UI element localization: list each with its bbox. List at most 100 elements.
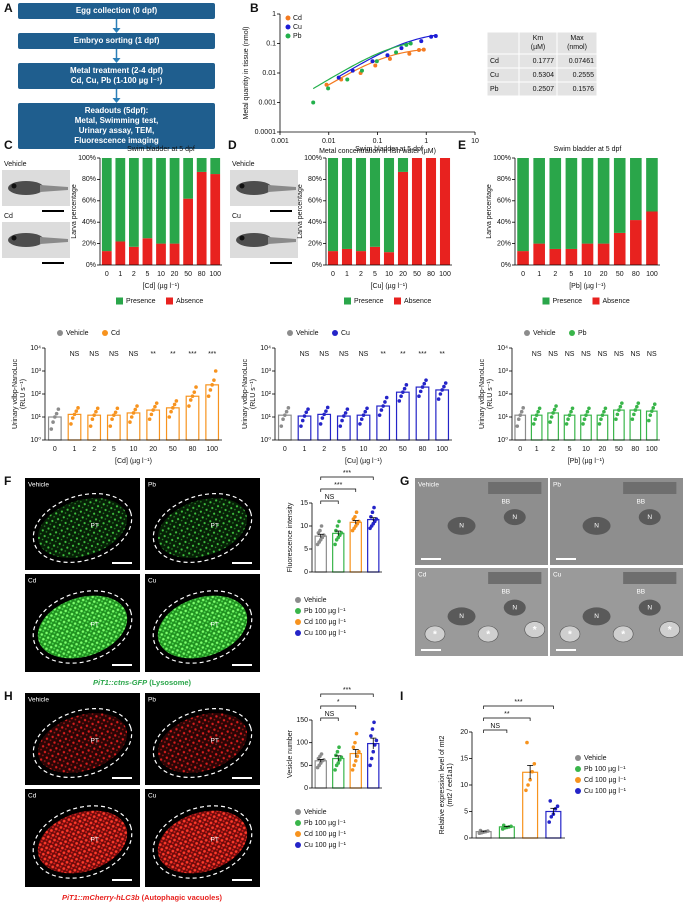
bar-segment <box>101 251 112 265</box>
data-point <box>652 402 657 407</box>
data-point <box>397 399 402 403</box>
data-point <box>524 788 528 793</box>
x-tick-label: 10 <box>360 446 368 453</box>
significance-label: NS <box>647 351 657 358</box>
bar-segment <box>383 252 395 265</box>
significance-bracket <box>483 729 508 733</box>
x-axis-label: [Cd] (µg l⁻¹) <box>115 458 152 465</box>
bar-segment <box>597 243 610 265</box>
legend-marker <box>542 297 550 305</box>
y-axis-label: Larva percentage <box>297 184 304 239</box>
data-point <box>570 406 575 411</box>
brush-border <box>623 482 677 494</box>
flow-step-text: Cd, Cu, Pb (1-100 µg l⁻¹) <box>71 76 163 85</box>
significance-label: NS <box>532 351 542 358</box>
bar-segment <box>169 158 180 244</box>
legend-label: Presence <box>553 298 583 305</box>
y-tick-label: 60% <box>308 198 322 205</box>
significance-label: NS <box>89 351 99 358</box>
y-axis-label: Urinary vdbp-NanoLuc <box>12 358 19 429</box>
y-tick-label: 5 <box>304 546 308 553</box>
data-point <box>530 769 535 774</box>
legend-label: Cd 100 µg l⁻¹ <box>304 831 347 838</box>
data-point <box>418 389 423 394</box>
data-point <box>299 424 303 428</box>
x-tick-label: 100 <box>646 271 658 278</box>
y-tick-label: 10⁴ <box>30 345 41 352</box>
y-tick-label: 0 <box>464 835 468 842</box>
vacuole-label: * <box>533 625 537 636</box>
significance-label: *** <box>418 351 426 358</box>
data-point <box>369 734 373 738</box>
bar-segment <box>196 171 207 265</box>
x-tick-label: 2 <box>551 446 555 453</box>
image-label: Cu <box>148 578 157 585</box>
data-point <box>404 383 409 387</box>
data-point <box>365 406 369 411</box>
x-tick-label: 50 <box>399 446 407 453</box>
bar-segment <box>411 158 423 265</box>
significance-label: NS <box>614 351 624 358</box>
data-point <box>90 417 95 422</box>
tubule-signal <box>37 810 128 874</box>
data-point <box>311 100 316 105</box>
data-point <box>350 768 355 772</box>
x-tick-label: 0 <box>53 446 57 453</box>
legend-marker <box>569 330 575 336</box>
significance-label: NS <box>490 723 500 730</box>
x-axis-label: [Cd] (µg l⁻¹) <box>143 283 180 290</box>
tubule-outline <box>152 590 253 664</box>
bar-segment <box>355 158 367 252</box>
data-point <box>74 409 79 413</box>
legend-marker <box>575 777 581 783</box>
data-point <box>374 738 379 743</box>
y-tick-label: 40% <box>308 219 322 226</box>
data-point <box>372 505 376 510</box>
x-tick-label: 10 <box>157 271 165 278</box>
legend-marker <box>592 297 600 305</box>
bar-segment <box>355 251 367 265</box>
y-tick-label: 80% <box>82 176 96 183</box>
panel-label: F <box>4 474 11 488</box>
data-point <box>324 409 328 413</box>
x-tick-label: 80 <box>631 446 639 453</box>
x-tick-label: 10 <box>130 446 138 453</box>
legend-label: Cu <box>293 24 302 31</box>
x-tick-label: 5 <box>145 271 149 278</box>
region-label: PT <box>91 738 99 745</box>
bar-segment <box>613 232 626 265</box>
flow-box <box>18 33 215 49</box>
data-point <box>516 417 521 422</box>
y-axis-label: Urinary vdbp-NanoLuc <box>479 358 486 429</box>
fish-body <box>236 181 272 195</box>
vacuole <box>559 625 581 643</box>
data-point <box>401 390 405 394</box>
y-tick-label: 0.001 <box>258 99 276 106</box>
legend-marker <box>295 831 301 837</box>
data-point <box>354 731 359 736</box>
tubule-outline <box>152 805 253 879</box>
y-axis-label: Fluorescence intensity <box>287 502 294 572</box>
y-tick-label: 50 <box>300 762 308 769</box>
legend-marker <box>166 297 173 305</box>
significance-label: ** <box>439 351 445 358</box>
data-point <box>335 749 340 754</box>
bar-segment <box>169 243 180 265</box>
data-point <box>338 424 343 428</box>
vacuole-label: * <box>568 630 572 641</box>
x-tick-label: 20 <box>600 271 608 278</box>
panel-label: E <box>458 138 466 152</box>
x-tick-label: 80 <box>189 446 197 453</box>
bar-segment <box>581 243 594 265</box>
legend-marker <box>285 24 291 30</box>
bar <box>376 405 391 441</box>
data-point <box>336 761 341 765</box>
bb-label: BB <box>501 589 510 596</box>
bar-segment <box>533 158 545 244</box>
significance-label: ** <box>504 711 510 718</box>
y-tick-label: 0 <box>304 569 308 576</box>
data-point <box>416 48 421 53</box>
data-point <box>442 384 446 389</box>
x-tick-label: 2 <box>132 271 136 278</box>
image-label: Vehicle <box>28 697 49 704</box>
